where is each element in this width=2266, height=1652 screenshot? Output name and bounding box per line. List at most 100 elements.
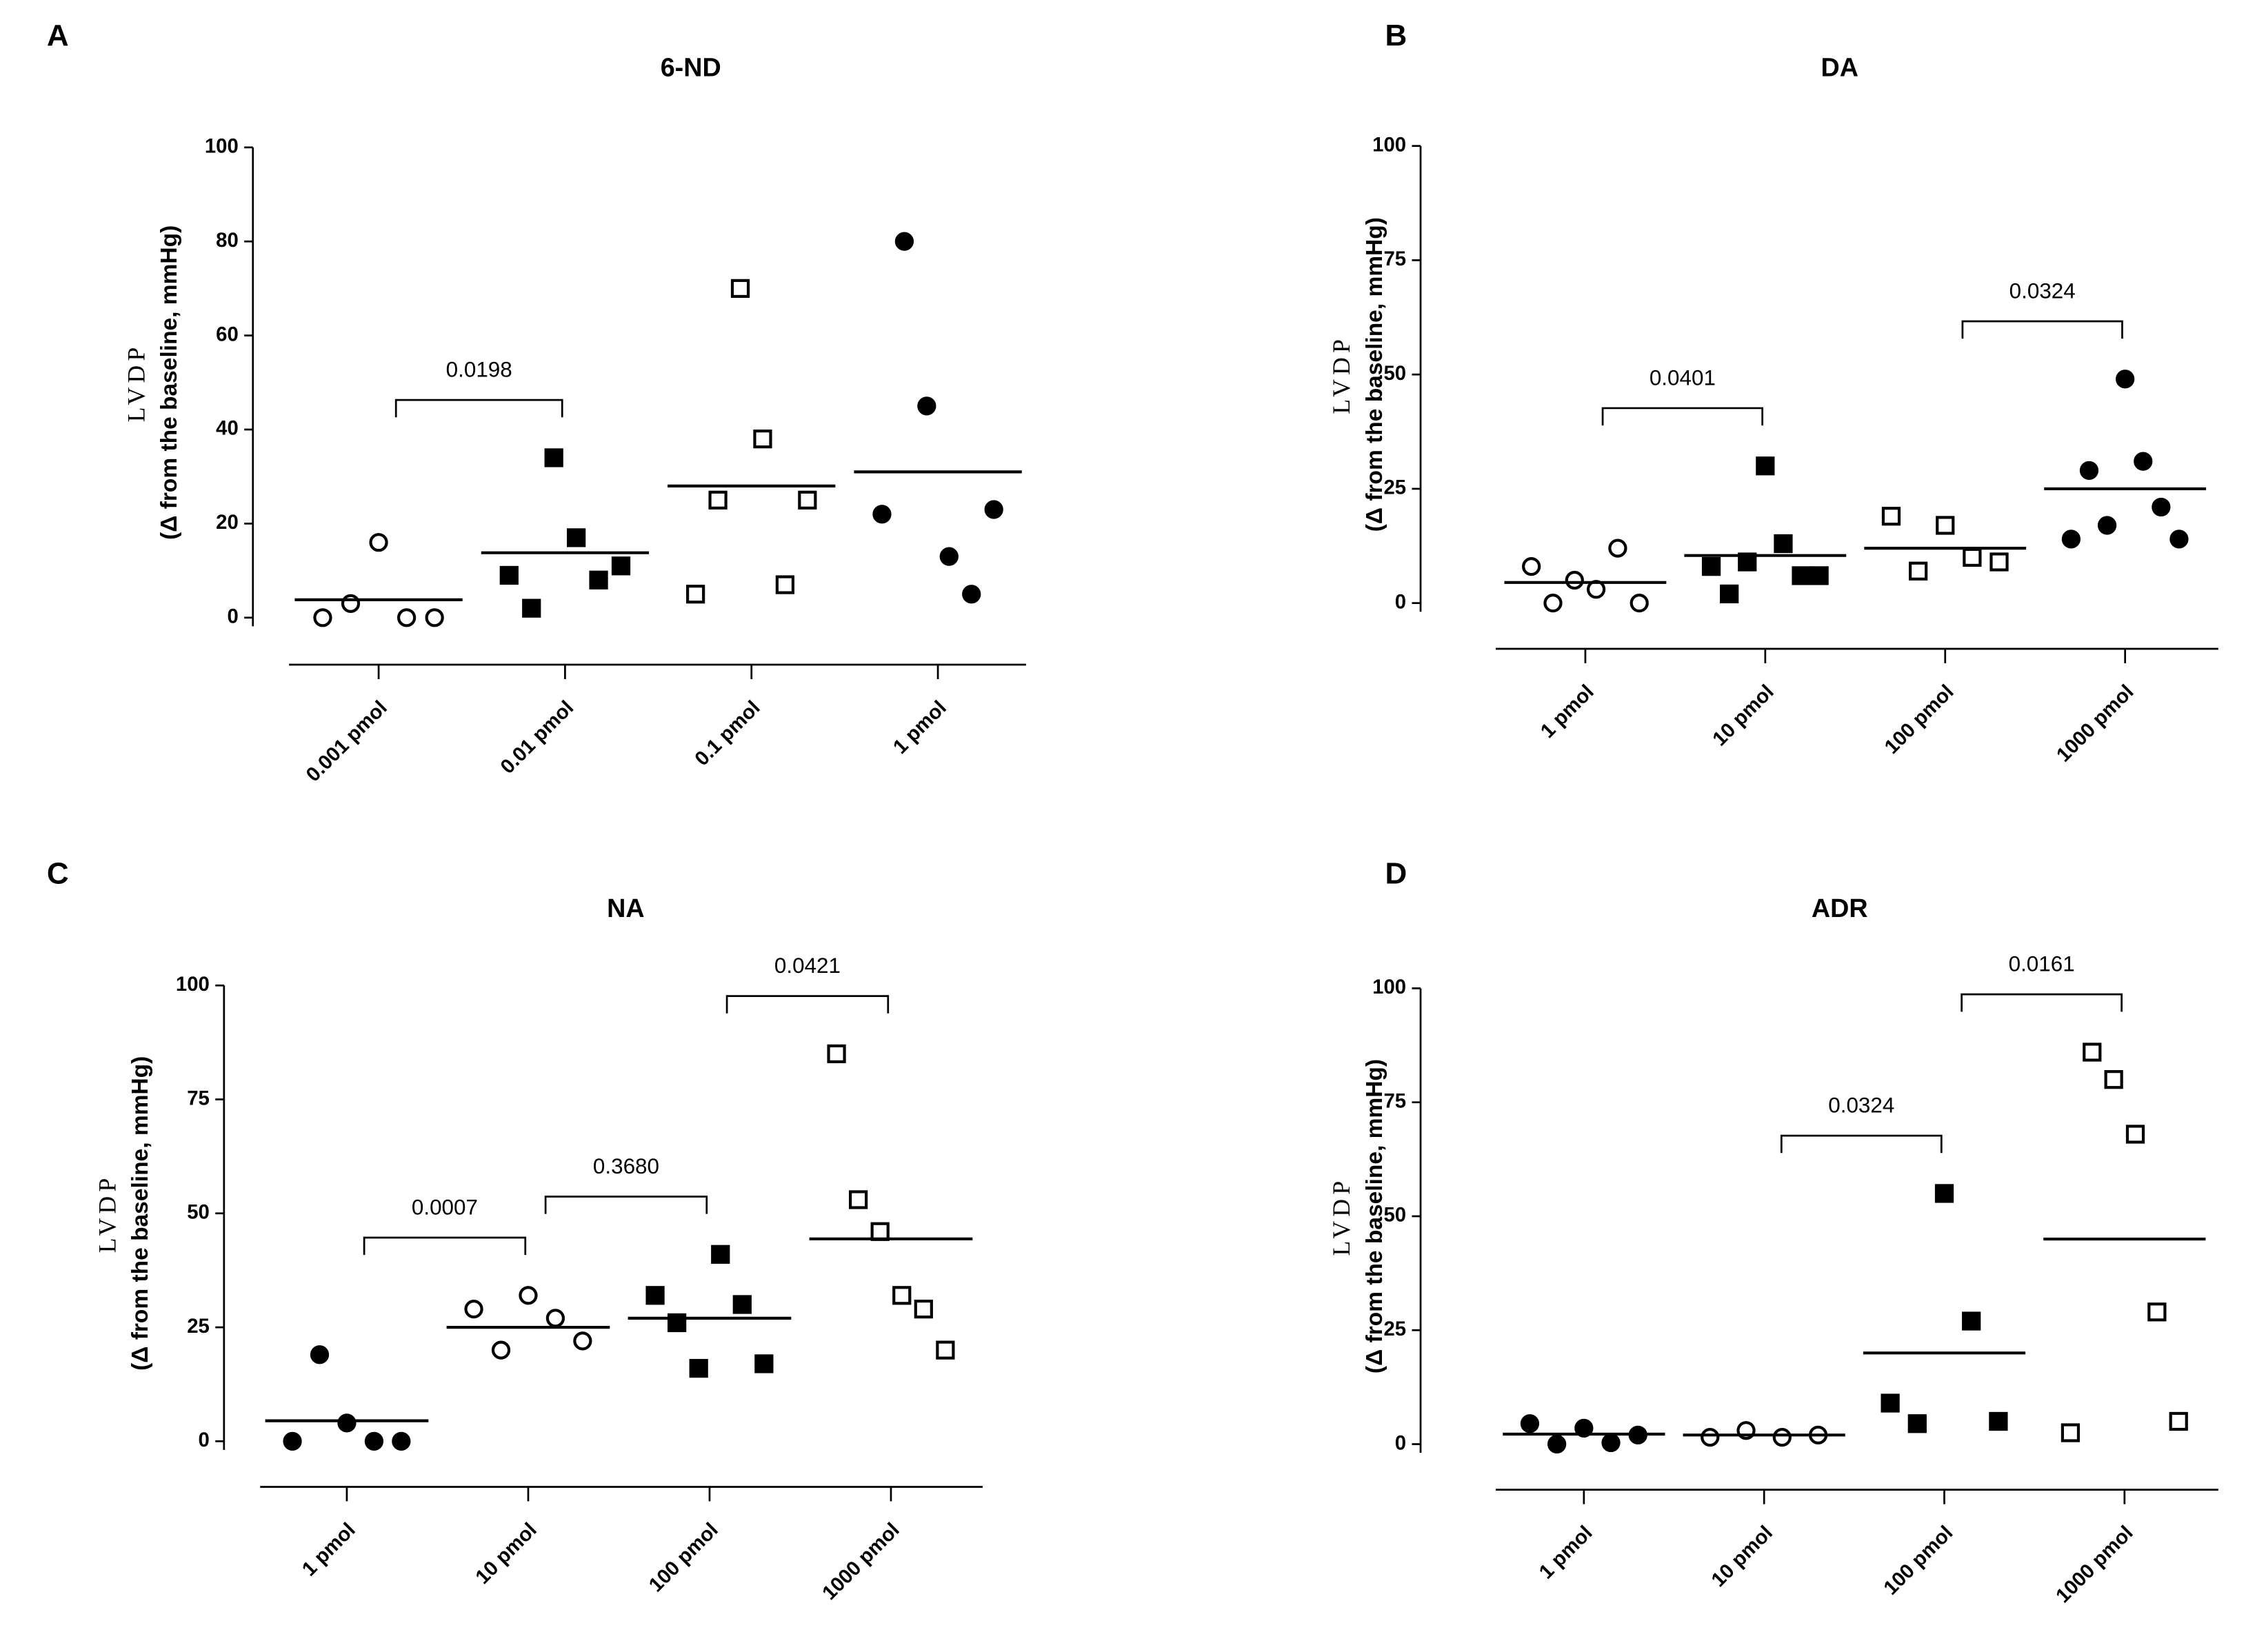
p-value-label: 0.3680 xyxy=(593,1154,659,1178)
x-tick-label: 10 pmol xyxy=(1707,1521,1777,1591)
chart-title: ADR xyxy=(1812,894,1868,923)
data-point xyxy=(1565,570,1584,590)
panel-letter: A xyxy=(47,19,69,52)
data-point xyxy=(1772,1427,1792,1447)
data-point xyxy=(1962,1311,1981,1331)
data-point xyxy=(914,1300,933,1319)
data-point xyxy=(1543,594,1563,613)
y-tick-label: 50 xyxy=(187,1201,210,1224)
data-point xyxy=(2104,1070,2123,1089)
data-point xyxy=(849,1190,868,1209)
data-point xyxy=(645,1286,665,1305)
data-point xyxy=(1881,507,1901,526)
chart-title: 6-ND xyxy=(661,53,721,82)
data-point xyxy=(732,1295,752,1314)
chart-title: NA xyxy=(607,894,644,923)
y-axis-label: (Δ from the baseline, mmHg) xyxy=(1362,1059,1387,1373)
y-tick-label: 0 xyxy=(227,605,238,628)
data-point xyxy=(1963,547,1982,567)
data-point xyxy=(1936,516,1955,535)
data-point xyxy=(753,430,772,449)
y-axis-label: LVDP xyxy=(1327,335,1355,414)
data-point xyxy=(1809,566,1829,585)
y-tick-label: 80 xyxy=(216,229,239,252)
data-point xyxy=(491,1340,511,1360)
data-point xyxy=(1601,1433,1621,1453)
data-point xyxy=(522,598,541,618)
data-point xyxy=(337,1413,357,1433)
data-point xyxy=(1574,1418,1594,1438)
data-point xyxy=(2061,1423,2080,1442)
data-point xyxy=(611,556,631,576)
x-tick-label: 1000 pmol xyxy=(2052,681,2138,767)
data-point xyxy=(1774,534,1793,554)
significance-bracket xyxy=(544,1196,708,1214)
data-point xyxy=(939,547,959,566)
significance-bracket xyxy=(363,1236,527,1256)
data-point xyxy=(1792,566,1811,585)
data-point xyxy=(1547,1434,1567,1454)
y-tick-label: 25 xyxy=(1383,1318,1406,1340)
data-point xyxy=(798,490,817,510)
panel-letter: B xyxy=(1385,19,1407,52)
data-point xyxy=(1522,557,1541,576)
data-point xyxy=(310,1345,330,1364)
data-point xyxy=(545,1309,565,1328)
data-point xyxy=(775,575,795,594)
significance-bracket xyxy=(725,995,890,1014)
data-point xyxy=(2125,1125,2145,1144)
data-point xyxy=(397,608,417,627)
p-value-label: 0.0324 xyxy=(2009,279,2076,303)
data-point xyxy=(1738,552,1757,572)
x-tick-label: 1 pmol xyxy=(298,1518,360,1580)
data-point xyxy=(962,585,981,604)
data-point xyxy=(2116,370,2135,389)
y-tick-label: 100 xyxy=(176,973,210,996)
y-tick-label: 50 xyxy=(1383,1204,1406,1227)
significance-bracket xyxy=(1961,320,2123,339)
data-point xyxy=(1701,557,1721,576)
data-point xyxy=(1934,1184,1954,1203)
data-point xyxy=(1881,1393,1900,1413)
data-point xyxy=(892,1286,912,1305)
x-tick-label: 10 pmol xyxy=(471,1518,541,1589)
y-tick-label: 100 xyxy=(1372,133,1406,156)
data-point xyxy=(708,490,728,510)
data-point xyxy=(1756,456,1775,476)
data-point xyxy=(2083,1042,2102,1062)
data-point xyxy=(870,1222,890,1241)
x-tick-label: 1 pmol xyxy=(1536,681,1598,743)
y-tick-label: 0 xyxy=(1395,590,1406,613)
y-tick-label: 20 xyxy=(216,511,239,534)
data-point xyxy=(1907,1414,1927,1433)
data-point xyxy=(2134,452,2153,471)
significance-bracket xyxy=(1780,1134,1943,1154)
data-point xyxy=(686,585,705,604)
data-point xyxy=(573,1331,592,1351)
data-point xyxy=(519,1286,538,1305)
x-tick-label: 0.01 pmol xyxy=(496,696,578,778)
data-point xyxy=(894,232,914,251)
y-axis-label: (Δ from the baseline, mmHg) xyxy=(1362,217,1387,532)
significance-bracket xyxy=(394,399,563,418)
x-tick-label: 1 pmol xyxy=(1534,1521,1596,1583)
chart-title: DA xyxy=(1821,53,1858,82)
p-value-label: 0.0161 xyxy=(2009,952,2075,976)
y-tick-label: 60 xyxy=(216,323,239,345)
data-point xyxy=(754,1354,774,1373)
data-point xyxy=(369,533,388,552)
data-point xyxy=(1520,1414,1540,1433)
data-point xyxy=(984,500,1003,519)
x-tick-label: 1000 pmol xyxy=(818,1518,904,1604)
y-tick-label: 25 xyxy=(1383,476,1406,499)
data-point xyxy=(1909,561,1928,581)
data-point xyxy=(364,1431,384,1451)
data-point xyxy=(425,608,444,627)
data-point xyxy=(730,279,750,299)
p-value-label: 0.0198 xyxy=(446,357,512,381)
data-point xyxy=(2152,497,2171,517)
data-point xyxy=(2097,516,2117,535)
y-tick-label: 75 xyxy=(1383,1089,1406,1112)
x-tick-label: 0.001 pmol xyxy=(301,696,392,787)
